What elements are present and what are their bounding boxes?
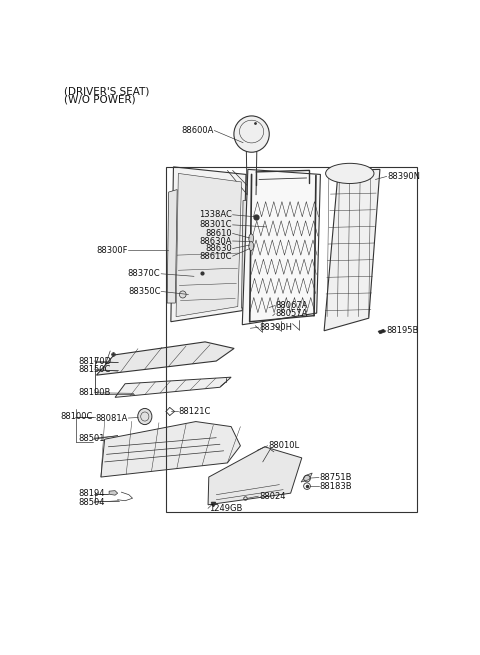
Text: 88370C: 88370C — [128, 269, 160, 278]
Ellipse shape — [234, 116, 269, 152]
Text: 88630A: 88630A — [199, 236, 232, 246]
Text: 1338AC: 1338AC — [199, 210, 232, 219]
Text: (DRIVER'S SEAT): (DRIVER'S SEAT) — [64, 86, 150, 96]
Polygon shape — [171, 167, 246, 322]
Polygon shape — [109, 491, 118, 495]
Text: 88630: 88630 — [205, 244, 232, 253]
Polygon shape — [242, 170, 321, 325]
Ellipse shape — [325, 163, 374, 183]
Text: (W/O POWER): (W/O POWER) — [64, 95, 136, 105]
Polygon shape — [101, 422, 240, 477]
Text: 88194: 88194 — [79, 489, 105, 498]
Text: 88067A: 88067A — [276, 301, 308, 310]
Text: 88195B: 88195B — [386, 326, 419, 335]
Polygon shape — [115, 377, 231, 398]
Text: 88121C: 88121C — [178, 407, 211, 416]
Text: 88183B: 88183B — [320, 481, 352, 491]
Text: 88170D: 88170D — [79, 356, 112, 365]
Text: 88300F: 88300F — [96, 246, 128, 255]
Ellipse shape — [138, 409, 152, 424]
Text: 88150C: 88150C — [79, 365, 111, 373]
Text: 88600A: 88600A — [181, 126, 214, 135]
Text: 88504: 88504 — [79, 498, 105, 507]
Text: 88751B: 88751B — [320, 473, 352, 482]
Polygon shape — [208, 447, 302, 505]
Text: 88350C: 88350C — [128, 287, 160, 296]
Text: 88390H: 88390H — [259, 323, 292, 331]
Polygon shape — [96, 342, 234, 375]
Text: 88390N: 88390N — [387, 172, 420, 181]
Text: 88301C: 88301C — [199, 220, 232, 229]
Text: 88190B: 88190B — [79, 388, 111, 398]
Polygon shape — [176, 174, 241, 316]
Text: 1249GB: 1249GB — [209, 504, 242, 513]
Text: 88100C: 88100C — [60, 412, 92, 421]
Polygon shape — [378, 329, 385, 334]
Text: 88024: 88024 — [259, 492, 286, 500]
Text: 88610: 88610 — [205, 229, 232, 238]
Ellipse shape — [249, 234, 253, 243]
Polygon shape — [241, 200, 252, 308]
Polygon shape — [301, 473, 312, 482]
Text: 88057A: 88057A — [276, 309, 308, 318]
Text: 88610C: 88610C — [199, 252, 232, 261]
Text: 88081A: 88081A — [96, 413, 128, 422]
Bar — [166, 167, 417, 512]
Polygon shape — [324, 170, 380, 331]
Text: 88010L: 88010L — [268, 441, 300, 450]
Ellipse shape — [249, 242, 253, 251]
Polygon shape — [167, 189, 177, 303]
Text: 88501: 88501 — [79, 434, 105, 443]
Ellipse shape — [180, 291, 186, 298]
